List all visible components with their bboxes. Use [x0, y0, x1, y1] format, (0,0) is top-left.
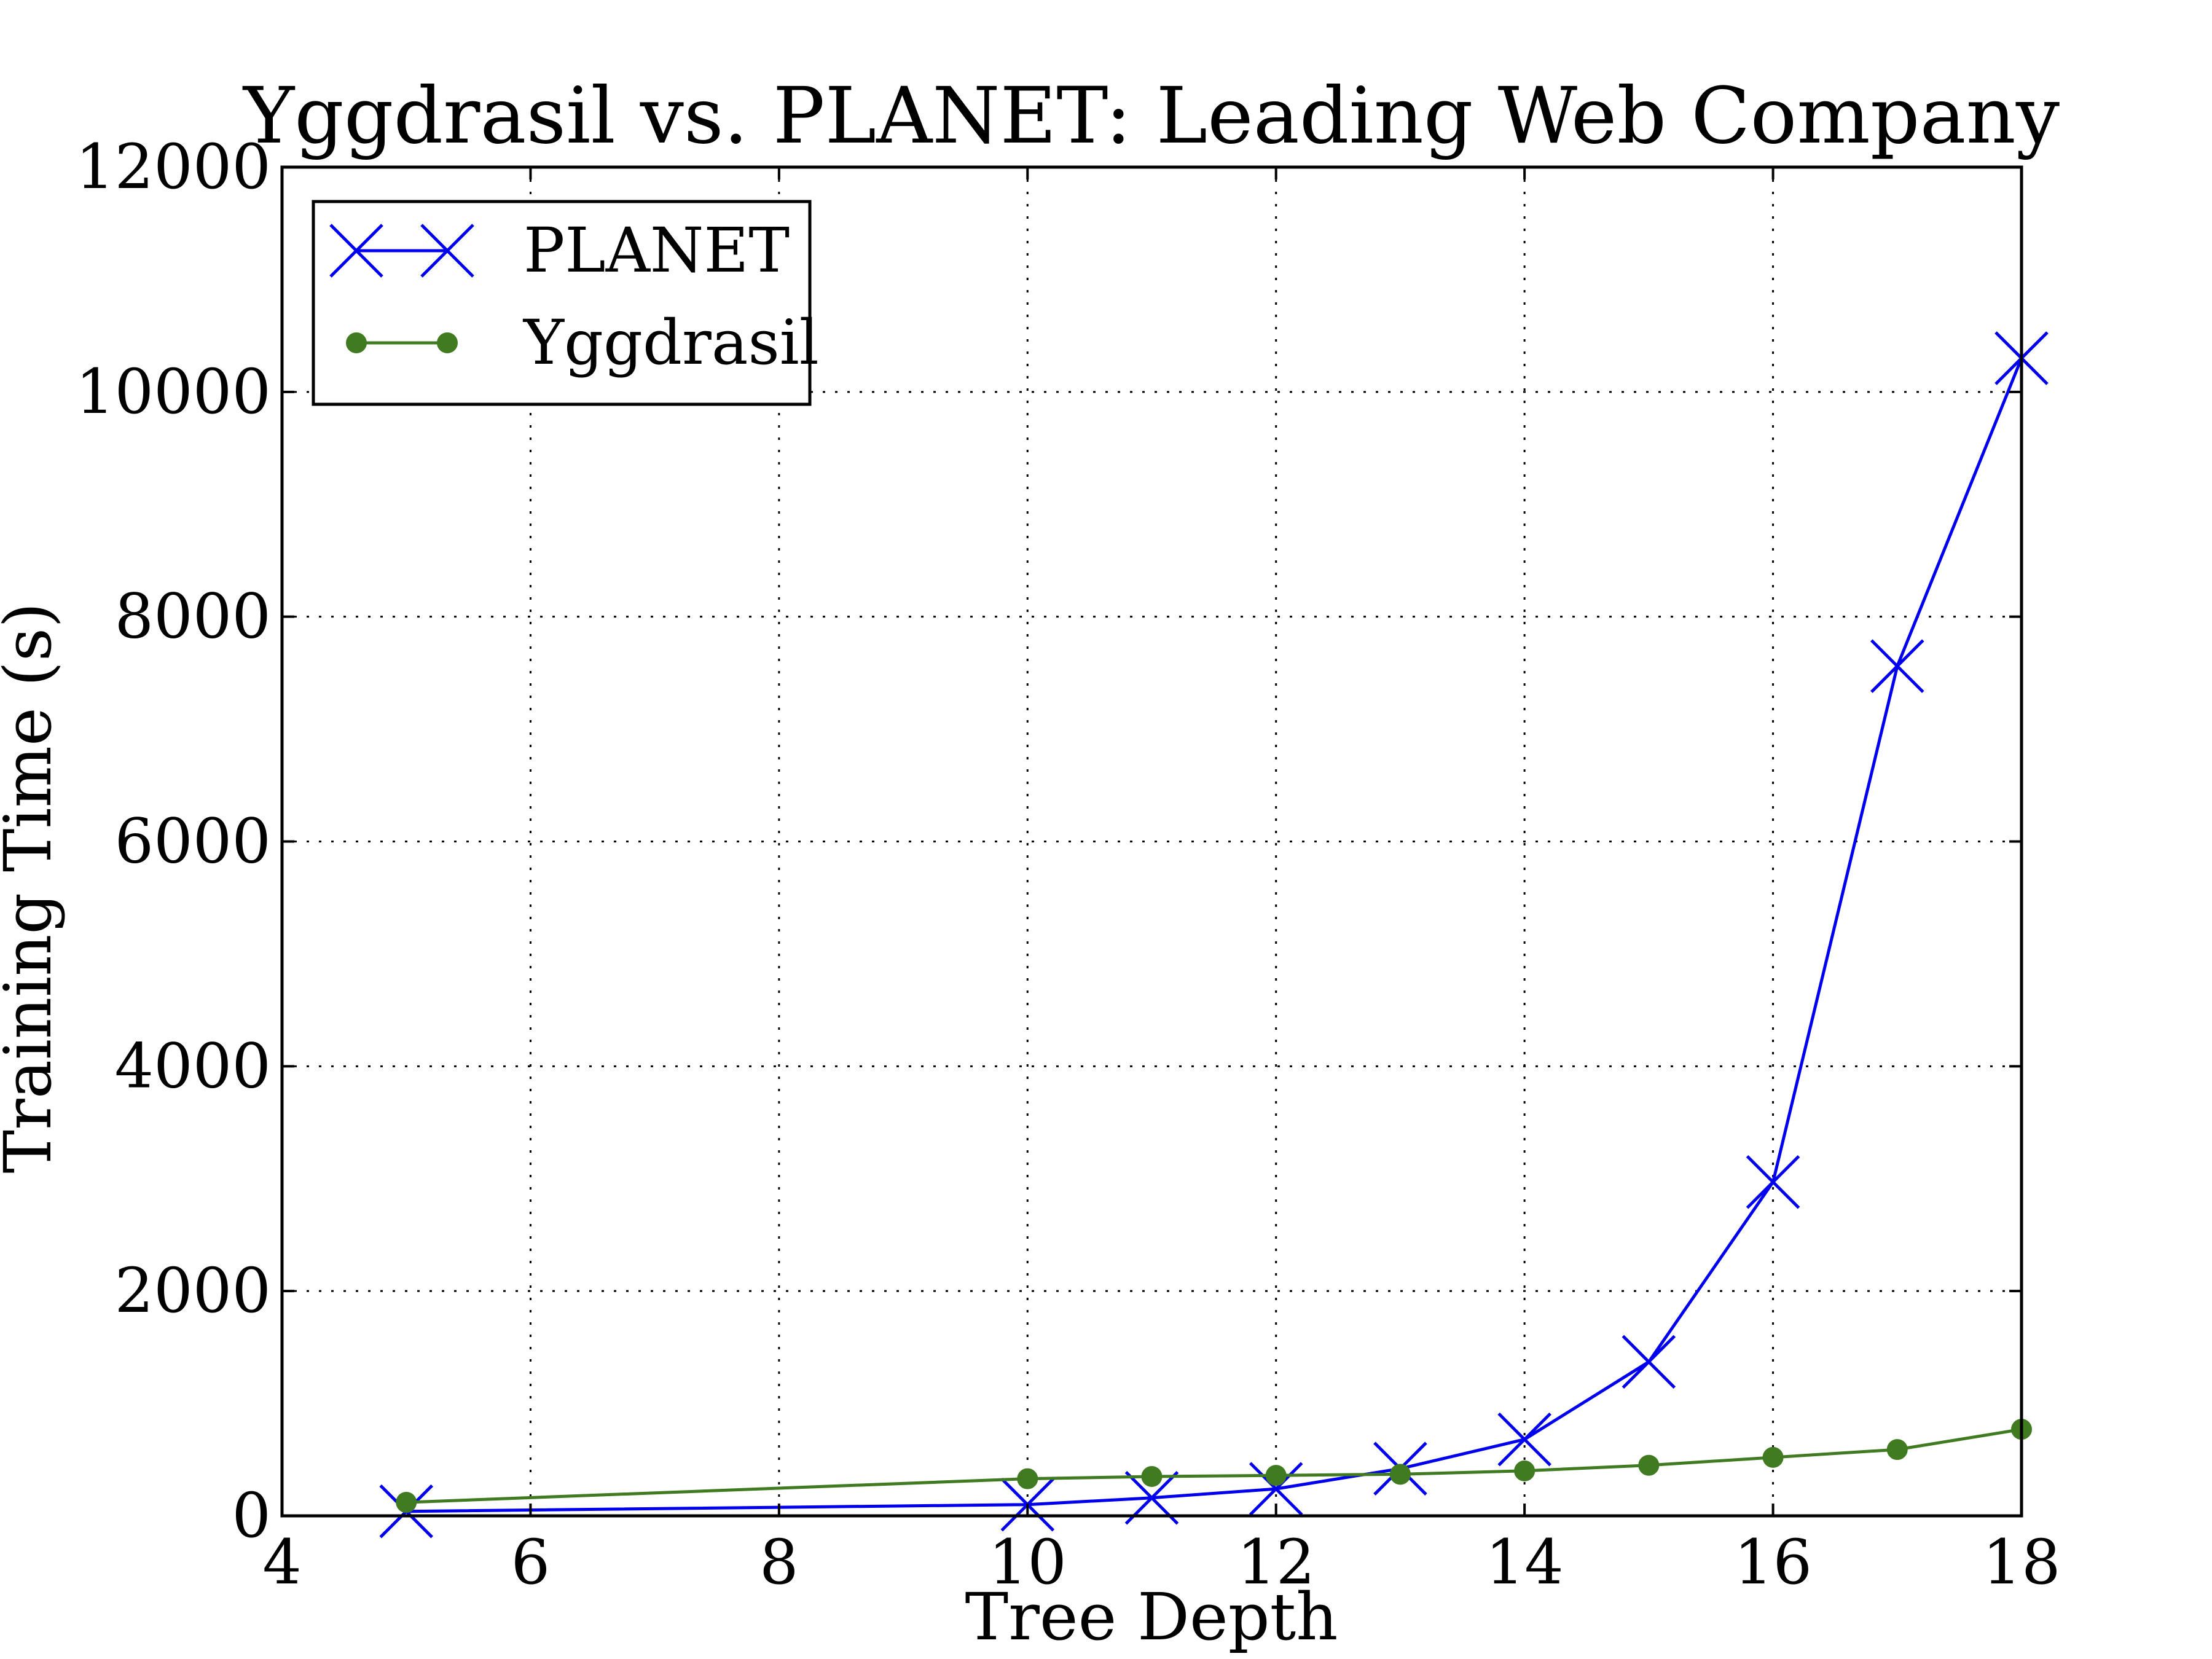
planet-line: [406, 358, 2023, 1513]
yggdrasil-point: [1762, 1446, 1784, 1468]
yggdrasil-point: [1389, 1464, 1411, 1485]
x-tick-label: 6: [511, 1526, 551, 1598]
planet-point: [1497, 1412, 1551, 1467]
chart-title: Yggdrasil vs. PLANET: Leading Web Compan…: [242, 71, 2060, 161]
legend-marker-planet: [329, 224, 383, 278]
yggdrasil-point: [1141, 1465, 1163, 1487]
legend-label-yggdrasil: Yggdrasil: [522, 307, 819, 378]
ticks: 4 6 8 10 12 14 16 18 0 2000 4000 6000 8000 10000 12000: [76, 131, 2061, 1598]
x-tick-label: 8: [759, 1526, 799, 1598]
legend-box: [312, 200, 812, 406]
planet-point: [1249, 1462, 1303, 1516]
legend: PLANET Yggdrasil: [312, 200, 819, 406]
series-layer: [379, 331, 2049, 1539]
yggdrasil-point: [1638, 1454, 1660, 1476]
planet-point: [1622, 1335, 1676, 1389]
x-axis-label: Tree Depth: [965, 1579, 1338, 1655]
yggdrasil-line: [406, 1427, 2022, 1504]
legend-marker-planet: [420, 224, 474, 278]
x-tick-label: 18: [1982, 1526, 2060, 1598]
y-tick-label: 12000: [76, 131, 271, 203]
x-tick-label: 4: [262, 1526, 302, 1598]
planet-point: [1870, 639, 1924, 693]
legend-marker-yggdrasil: [437, 332, 458, 353]
yggdrasil-point: [396, 1492, 417, 1513]
planet-point: [1746, 1155, 1800, 1209]
x-tick-label: 16: [1734, 1526, 1812, 1598]
yggdrasil-point: [1265, 1465, 1287, 1486]
yggdrasil-point: [1886, 1439, 1908, 1461]
x-tick-label: 14: [1486, 1526, 1564, 1598]
x-tick-label: 10: [989, 1526, 1067, 1598]
series-yggdrasil: [396, 1419, 2032, 1513]
legend-item-yggdrasil: Yggdrasil: [346, 307, 819, 378]
y-tick-label: 10000: [76, 356, 271, 428]
y-tick-label: 6000: [115, 806, 272, 877]
y-tick-label: 2000: [115, 1255, 272, 1327]
yggdrasil-point: [1017, 1468, 1038, 1489]
legend-label-planet: PLANET: [524, 214, 790, 286]
legend-item-planet: PLANET: [329, 214, 790, 286]
y-axis-label: Training Time (s): [0, 602, 66, 1173]
y-tick-label: 4000: [115, 1030, 272, 1102]
y-tick-label: 0: [232, 1480, 271, 1551]
legend-marker-yggdrasil: [346, 332, 367, 353]
y-tick-label: 8000: [115, 581, 272, 653]
x-tick-label: 12: [1237, 1526, 1315, 1598]
yggdrasil-point: [1514, 1460, 1535, 1481]
